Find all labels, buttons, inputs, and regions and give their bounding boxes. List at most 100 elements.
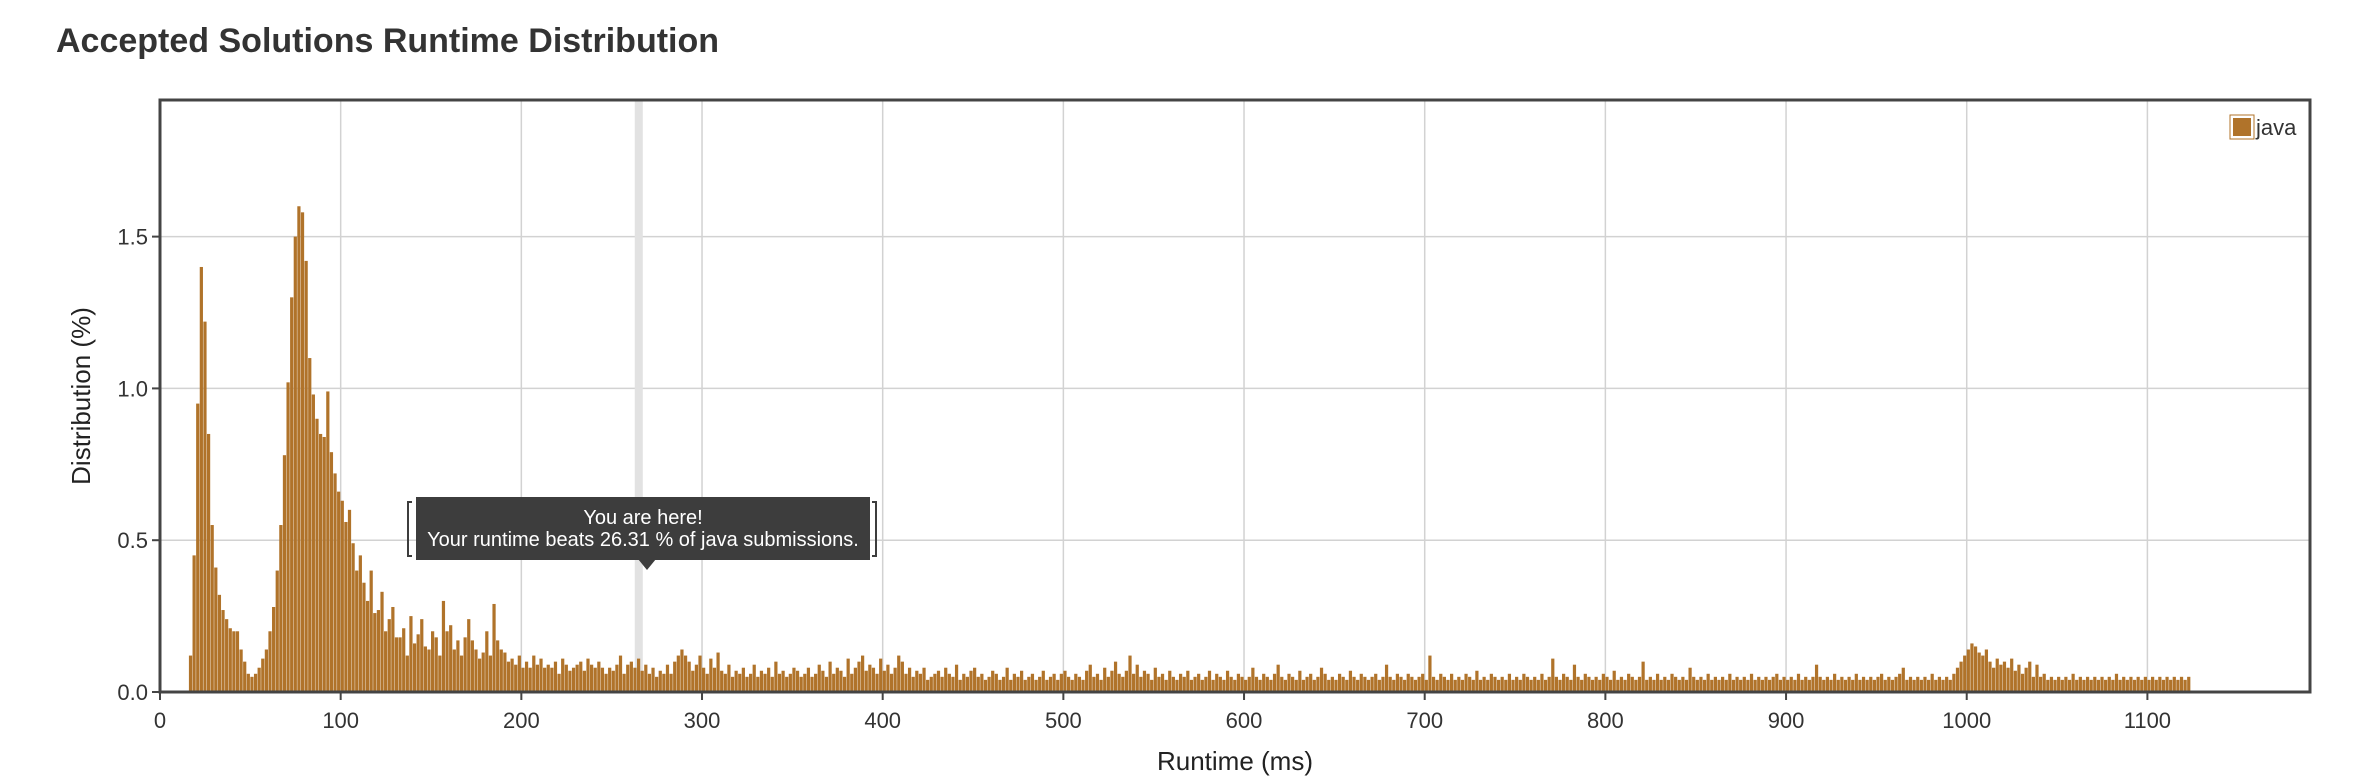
bar[interactable]: [210, 525, 214, 692]
bar[interactable]: [1074, 673, 1078, 692]
bar[interactable]: [1507, 673, 1512, 692]
bar[interactable]: [1554, 676, 1559, 692]
bar[interactable]: [983, 679, 988, 692]
bar[interactable]: [658, 670, 662, 692]
bar[interactable]: [947, 673, 951, 692]
bar[interactable]: [1572, 664, 1577, 692]
bar[interactable]: [673, 661, 677, 692]
bar[interactable]: [2151, 676, 2155, 692]
bar[interactable]: [1316, 676, 1320, 692]
bar[interactable]: [1189, 679, 1194, 692]
bar[interactable]: [1598, 679, 1602, 692]
bar[interactable]: [915, 670, 919, 692]
bar[interactable]: [944, 667, 948, 692]
bar[interactable]: [691, 670, 695, 692]
bar[interactable]: [2104, 679, 2108, 692]
bar[interactable]: [2010, 658, 2014, 692]
bar[interactable]: [1663, 676, 1667, 692]
bar[interactable]: [792, 667, 796, 692]
bar[interactable]: [1225, 670, 1230, 692]
bar[interactable]: [1645, 679, 1649, 692]
bar[interactable]: [564, 664, 568, 692]
bar[interactable]: [738, 673, 742, 692]
bar[interactable]: [1435, 679, 1439, 692]
bar[interactable]: [600, 667, 605, 692]
bar[interactable]: [611, 670, 615, 692]
bar[interactable]: [290, 297, 294, 692]
bar[interactable]: [488, 655, 493, 692]
bar[interactable]: [1356, 679, 1360, 692]
bar[interactable]: [474, 649, 478, 692]
bar[interactable]: [1045, 679, 1049, 692]
bar[interactable]: [2111, 679, 2115, 692]
bar[interactable]: [1757, 676, 1761, 692]
bar[interactable]: [2013, 670, 2017, 692]
bar[interactable]: [1793, 679, 1797, 692]
bar[interactable]: [463, 637, 467, 692]
bar[interactable]: [868, 664, 872, 692]
bar[interactable]: [1106, 676, 1110, 692]
bar[interactable]: [514, 664, 518, 692]
bar[interactable]: [1923, 676, 1927, 692]
bar[interactable]: [1305, 676, 1309, 692]
bar[interactable]: [1399, 676, 1403, 692]
bar[interactable]: [886, 664, 890, 692]
bar[interactable]: [1052, 673, 1056, 692]
bar[interactable]: [777, 673, 782, 692]
bar[interactable]: [1207, 670, 1212, 692]
bar[interactable]: [535, 664, 540, 692]
bar[interactable]: [2071, 673, 2075, 692]
bar[interactable]: [1789, 676, 1793, 692]
bar[interactable]: [1388, 676, 1392, 692]
bar[interactable]: [875, 673, 879, 692]
bar[interactable]: [1460, 679, 1465, 692]
bar[interactable]: [1684, 679, 1689, 692]
bar[interactable]: [1681, 676, 1685, 692]
bar[interactable]: [976, 676, 980, 692]
bar[interactable]: [633, 667, 637, 692]
bar[interactable]: [918, 673, 923, 692]
bar[interactable]: [506, 661, 511, 692]
bar[interactable]: [1713, 676, 1717, 692]
bar[interactable]: [1421, 673, 1425, 692]
bar[interactable]: [1945, 676, 1949, 692]
bar[interactable]: [467, 619, 471, 692]
bar[interactable]: [1186, 670, 1190, 692]
bar[interactable]: [246, 673, 250, 692]
bar[interactable]: [1403, 679, 1407, 692]
bar[interactable]: [1352, 676, 1356, 692]
bar[interactable]: [1092, 676, 1096, 692]
bar[interactable]: [2060, 679, 2064, 692]
bar[interactable]: [1981, 655, 1985, 692]
bar[interactable]: [1735, 676, 1739, 692]
bar[interactable]: [217, 594, 222, 692]
bar[interactable]: [2006, 667, 2010, 692]
bar[interactable]: [1200, 679, 1204, 692]
bar[interactable]: [597, 661, 601, 692]
bar[interactable]: [250, 676, 254, 692]
bar[interactable]: [1374, 673, 1378, 692]
bar[interactable]: [1085, 670, 1089, 692]
bar[interactable]: [629, 661, 633, 692]
bar[interactable]: [1984, 649, 1989, 692]
bar[interactable]: [2038, 676, 2043, 692]
bar[interactable]: [911, 676, 915, 692]
bar[interactable]: [604, 673, 608, 692]
bar[interactable]: [655, 676, 659, 692]
bar[interactable]: [2035, 664, 2039, 692]
bar[interactable]: [1905, 679, 1909, 692]
bar[interactable]: [571, 667, 576, 692]
bar[interactable]: [300, 212, 305, 693]
bar[interactable]: [304, 260, 308, 692]
bar[interactable]: [1446, 679, 1450, 692]
bar[interactable]: [1912, 679, 1916, 692]
bar[interactable]: [2093, 676, 2097, 692]
bar[interactable]: [1833, 673, 1837, 692]
bar[interactable]: [1113, 661, 1118, 692]
bar[interactable]: [1153, 667, 1157, 692]
bar[interactable]: [1540, 673, 1544, 692]
bar[interactable]: [795, 670, 800, 692]
bar[interactable]: [1182, 676, 1186, 692]
bar[interactable]: [2158, 676, 2162, 692]
bar[interactable]: [553, 661, 558, 692]
